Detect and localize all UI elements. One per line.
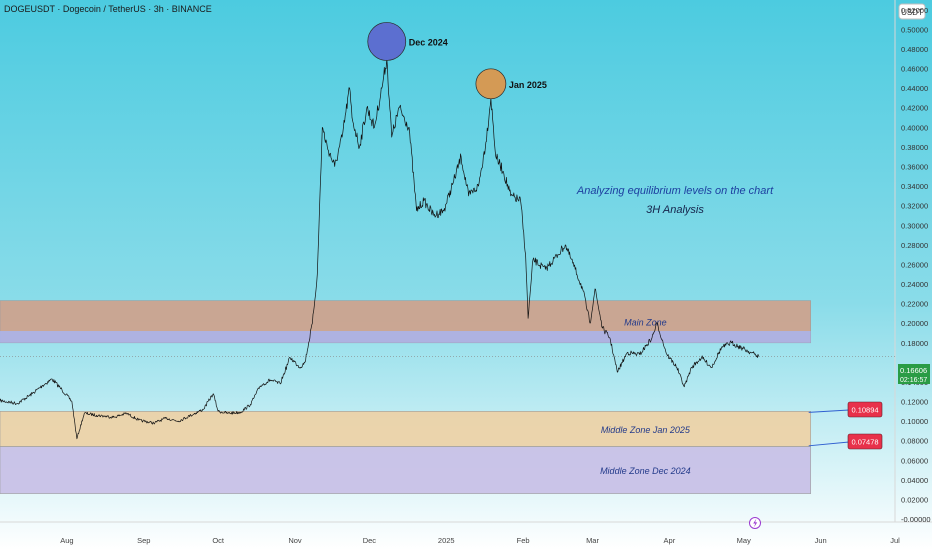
x-tick-label: Sep — [137, 536, 150, 545]
y-tick-label: 0.24000 — [901, 280, 928, 289]
y-tick-label: 0.04000 — [901, 476, 928, 485]
zone-label-middle-zone-dec-2024: Middle Zone Dec 2024 — [600, 466, 691, 476]
y-tick-label: 0.44000 — [901, 84, 928, 93]
zone-layer: Main Zone Middle Zone Jan 2025 Middle Zone… — [0, 300, 895, 494]
x-tick-label: Jun — [815, 536, 827, 545]
marker-label-jan-2025: Jan 2025 — [509, 80, 547, 90]
last-price: 0.16606 — [900, 366, 927, 375]
series-layer — [0, 58, 759, 440]
x-axis-ticks: Aug Sep Oct Nov Dec 2025 Feb Mar Apr May Jun Jul — [60, 536, 900, 545]
y-tick-label: 0.18000 — [901, 339, 928, 348]
zone-label-middle-zone-jan-2025: Middle Zone Jan 2025 — [601, 425, 691, 435]
y-tick-label: 0.08000 — [901, 437, 928, 446]
marker-label-dec-2024: Dec 2024 — [409, 37, 448, 47]
x-tick-label: Feb — [517, 536, 530, 545]
y-tick-label: 0.34000 — [901, 182, 928, 191]
y-tick-label: 0.10000 — [901, 417, 928, 426]
y-tick-label: 0.32000 — [901, 202, 928, 211]
y-tick-label: 0.12000 — [901, 398, 928, 407]
lightning-icon[interactable] — [749, 517, 761, 529]
x-tick-label: Aug — [60, 536, 73, 545]
last-price-tag: 0.16606 02:16:57 — [898, 364, 930, 384]
y-tick-label: 0.30000 — [901, 221, 928, 230]
level-tag-pointer — [808, 409, 850, 413]
currency-label: USDT — [901, 8, 923, 17]
y-tick-label: 0.48000 — [901, 45, 928, 54]
x-tick-label: Oct — [212, 536, 225, 545]
y-tick-label: 0.36000 — [901, 162, 928, 171]
bar-countdown: 02:16:57 — [900, 377, 927, 384]
level-tag-layer: 0.10894 0.07478 — [808, 401, 883, 450]
y-tick-label: 0.38000 — [901, 143, 928, 152]
level-tag-box — [847, 401, 883, 418]
y-tick-label: -0.00000 — [901, 515, 931, 524]
x-tick-label: 2025 — [438, 536, 455, 545]
marker-dec-2024 — [367, 22, 407, 61]
main-zone-lower-band — [0, 331, 811, 343]
x-tick-label: Nov — [288, 536, 302, 545]
y-tick-label: 0.06000 — [901, 456, 928, 465]
annotation-timeframe: 3H Analysis — [646, 204, 704, 216]
level-tag-pointer — [808, 441, 850, 447]
marker-layer: Dec 2024 Jan 2025 — [367, 22, 547, 100]
y-tick-label: 0.20000 — [901, 319, 928, 328]
zone-label-main-zone: Main Zone — [624, 318, 667, 328]
level-tag-box — [847, 433, 883, 450]
zone-middle-zone-dec-2024 — [0, 446, 812, 494]
zone-middle-zone-jan-2025 — [0, 411, 812, 447]
y-tick-label: 0.52000 — [901, 6, 928, 15]
y-tick-label: 0.02000 — [901, 495, 928, 504]
y-tick-label: 0.26000 — [901, 260, 928, 269]
x-tick-label: Jul — [890, 536, 900, 545]
y-axis-ticks: 0.52000 0.50000 0.48000 0.46000 0.44000 0.420… — [901, 6, 931, 524]
symbol-title: DOGEUSDT · Dogecoin / TetherUS · 3h · BI… — [4, 4, 212, 14]
level-tag-1: 0.10894 — [851, 406, 878, 415]
currency-selector[interactable]: USDT — [898, 3, 926, 20]
y-tick-label: 0.28000 — [901, 241, 928, 250]
y-tick-label: 0.40000 — [901, 123, 928, 132]
price-line — [0, 58, 759, 440]
annotation-analysis: Analyzing equilibrium levels on the char… — [576, 185, 774, 197]
y-tick-label: 0.22000 — [901, 300, 928, 309]
y-tick-label: 0.50000 — [901, 25, 928, 34]
level-tag-2: 0.07478 — [851, 438, 878, 447]
x-tick-label: Dec — [363, 536, 377, 545]
x-tick-label: May — [737, 536, 751, 545]
y-tick-label: 0.42000 — [901, 104, 928, 113]
x-tick-label: Mar — [586, 536, 599, 545]
x-tick-label: Apr — [664, 536, 676, 545]
marker-jan-2025 — [475, 68, 507, 100]
y-tick-label: 0.46000 — [901, 65, 928, 74]
